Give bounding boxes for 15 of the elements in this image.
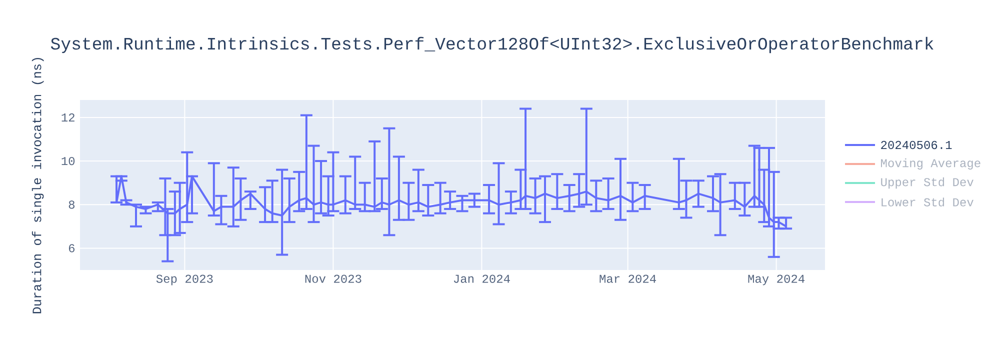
- x-tick-label: Nov 2023: [305, 274, 362, 283]
- chart-title: System.Runtime.Intrinsics.Tests.Perf_Vector128Of<UInt32>.ExclusiveOrOperatorBenchmark: [50, 36, 934, 54]
- legend-label: Moving Average: [881, 158, 980, 170]
- x-tick-label: May 2024: [748, 274, 804, 286]
- x-tick-label: Sep 2023: [156, 274, 213, 286]
- legend-label: 20240506.1: [881, 140, 952, 150]
- legend-label: Upper Std Dev: [881, 177, 974, 189]
- y-tick-label: 6: [68, 244, 75, 252]
- y-tick-label: 10: [62, 156, 75, 166]
- x-tick-label: Jan 2024: [454, 274, 510, 283]
- y-tick-label: 8: [68, 200, 75, 209]
- y-axis-title: Duration of single invocation (ns): [32, 58, 44, 314]
- legend-label: Lower Std Dev: [882, 198, 974, 206]
- x-tick-label: Mar 2024: [600, 274, 656, 283]
- y-tick-label: 12: [62, 113, 74, 122]
